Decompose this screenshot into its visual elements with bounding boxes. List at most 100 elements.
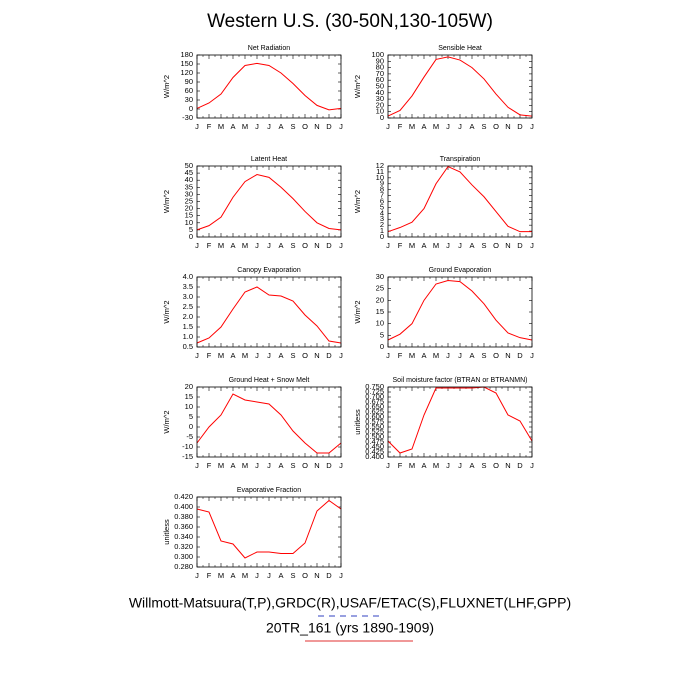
- x-tick-label: A: [278, 351, 283, 360]
- y-tick-label: 0: [189, 232, 193, 241]
- y-tick-label: 1: [380, 226, 384, 235]
- x-tick-label: J: [195, 122, 199, 131]
- x-tick-label: D: [326, 571, 332, 580]
- x-tick-label: D: [517, 461, 523, 470]
- y-tick-label: 60: [185, 86, 193, 95]
- y-tick-label: 90: [376, 56, 384, 65]
- x-tick-label: J: [458, 122, 462, 131]
- x-tick-label: A: [230, 351, 235, 360]
- x-tick-label: N: [314, 571, 319, 580]
- x-tick-label: J: [267, 241, 271, 250]
- x-tick-label: O: [302, 241, 308, 250]
- y-tick-label: 25: [185, 196, 193, 205]
- x-tick-label: N: [314, 122, 319, 131]
- plot-frame: [196, 165, 342, 238]
- panel-title: Ground Evaporation: [429, 267, 492, 274]
- x-tick-label: J: [267, 351, 271, 360]
- x-tick-label: O: [493, 461, 499, 470]
- y-tick-label: 0.650: [365, 402, 384, 411]
- x-tick-label: N: [505, 122, 510, 131]
- x-tick-label: A: [278, 571, 283, 580]
- x-tick-label: M: [433, 122, 439, 131]
- x-tick-label: O: [493, 351, 499, 360]
- x-tick-label: F: [207, 351, 212, 360]
- x-tick-label: J: [458, 351, 462, 360]
- plot-frame: [387, 386, 533, 458]
- panel-title: Evaporative Fraction: [237, 487, 301, 494]
- y-tick-label: 5: [380, 330, 384, 339]
- x-tick-label: A: [230, 241, 235, 250]
- y-tick-label: 10: [376, 173, 384, 182]
- x-tick-label: A: [469, 241, 474, 250]
- y-tick-label: 20: [185, 382, 193, 391]
- y-tick-label: 9: [380, 179, 384, 188]
- y-tick-label: 5: [380, 202, 384, 211]
- y-tick-label: 10: [376, 107, 384, 116]
- x-tick-label: D: [517, 122, 523, 131]
- y-tick-label: 0.425: [365, 447, 384, 456]
- footer-line: 20TR_161 (yrs 1890-1909): [266, 620, 434, 636]
- y-tick-label: 70: [376, 69, 384, 78]
- data-line: [196, 393, 342, 454]
- x-tick-label: J: [339, 122, 343, 131]
- y-tick-label: 0.675: [365, 397, 384, 406]
- y-tick-label: 0: [189, 422, 193, 431]
- x-tick-label: M: [242, 351, 248, 360]
- plot-frame: [387, 54, 533, 119]
- x-tick-label: F: [398, 461, 403, 470]
- y-tick-label: 50: [185, 161, 193, 170]
- y-tick-label: 5: [189, 225, 193, 234]
- y-tick-label: 50: [376, 81, 384, 90]
- x-tick-label: A: [230, 461, 235, 470]
- y-tick-label: 4: [380, 208, 384, 217]
- x-tick-label: J: [195, 241, 199, 250]
- x-tick-label: M: [218, 351, 224, 360]
- x-tick-label: M: [242, 571, 248, 580]
- footer-line: Willmott-Matsuura(T,P),GRDC(R),USAF/ETAC…: [129, 595, 571, 611]
- y-tick-label: 20: [376, 100, 384, 109]
- x-tick-label: N: [505, 461, 510, 470]
- x-tick-label: F: [207, 241, 212, 250]
- y-tick-label: 30: [376, 94, 384, 103]
- y-tick-label: 10: [185, 218, 193, 227]
- y-tick-label: 0.750: [365, 382, 384, 391]
- x-tick-label: J: [339, 461, 343, 470]
- x-tick-label: J: [446, 122, 450, 131]
- x-tick-label: J: [255, 571, 259, 580]
- y-tick-label: 7: [380, 191, 384, 200]
- y-tick-label: 0.600: [365, 412, 384, 421]
- x-tick-label: S: [290, 351, 295, 360]
- x-tick-label: F: [398, 241, 403, 250]
- data-line: [196, 62, 342, 111]
- y-tick-label: 15: [376, 307, 384, 316]
- x-tick-label: A: [421, 241, 426, 250]
- x-tick-label: N: [505, 351, 510, 360]
- x-tick-label: J: [530, 241, 534, 250]
- y-axis-label: W/m^2: [162, 410, 171, 433]
- panel-title: Sensible Heat: [438, 45, 482, 52]
- y-tick-label: 0: [380, 113, 384, 122]
- x-tick-label: S: [481, 122, 486, 131]
- y-tick-label: 0.300: [174, 552, 193, 561]
- y-tick-label: 0.450: [365, 442, 384, 451]
- y-tick-label: 40: [185, 175, 193, 184]
- x-tick-label: N: [314, 461, 319, 470]
- plot-frame: [196, 496, 342, 568]
- data-line: [387, 279, 533, 341]
- x-tick-label: J: [195, 571, 199, 580]
- y-tick-label: 0.500: [365, 432, 384, 441]
- x-tick-label: A: [230, 571, 235, 580]
- x-tick-label: J: [267, 122, 271, 131]
- x-tick-label: M: [242, 241, 248, 250]
- x-tick-label: O: [302, 461, 308, 470]
- y-tick-label: 0.380: [174, 512, 193, 521]
- x-tick-label: O: [302, 122, 308, 131]
- x-tick-label: J: [458, 241, 462, 250]
- y-tick-label: 100: [371, 50, 384, 59]
- x-tick-label: J: [195, 461, 199, 470]
- x-tick-label: N: [505, 241, 510, 250]
- y-tick-label: 0.280: [174, 562, 193, 571]
- y-tick-label: 10: [376, 319, 384, 328]
- y-tick-label: 0.400: [174, 502, 193, 511]
